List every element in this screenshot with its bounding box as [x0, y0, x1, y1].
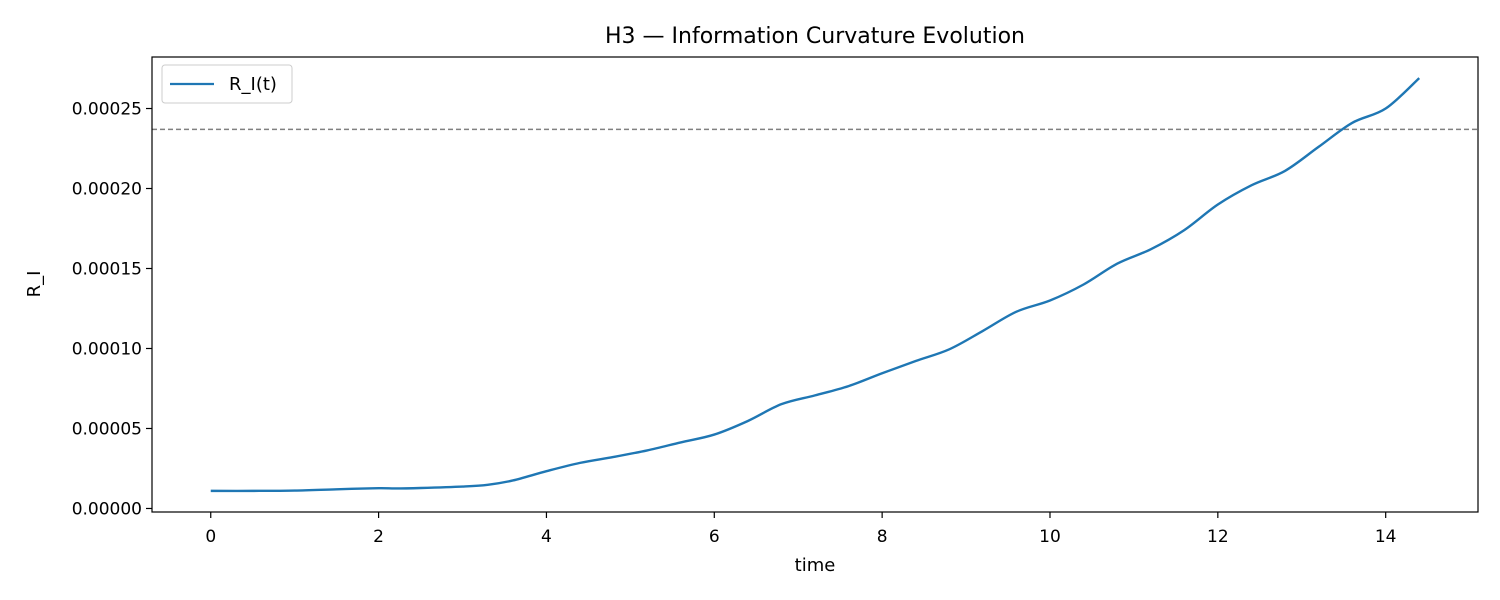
- y-tick-label: 0.00025: [72, 100, 142, 120]
- y-tick-label: 0.00005: [72, 419, 142, 439]
- axes-frame: [151, 56, 1479, 513]
- plot-area: [152, 77, 1478, 493]
- legend-box: [161, 64, 293, 104]
- y-tick-label: 0.00015: [72, 260, 142, 280]
- y-tick-label: 0.00020: [72, 180, 142, 200]
- x-tick-label: 14: [1375, 527, 1397, 547]
- y-tick-label: 0.00000: [72, 499, 142, 519]
- chart-title: H3 — Information Curvature Evolution: [605, 24, 1025, 49]
- x-tick-label: 4: [541, 527, 552, 547]
- x-tick-label: 0: [205, 527, 216, 547]
- x-tick-label: 8: [877, 527, 888, 547]
- x-axis: 0 2 4 6 8 10 12 14: [205, 512, 1397, 547]
- y-axis-title: R_I: [24, 271, 45, 298]
- series-line-0: [210, 77, 1421, 493]
- x-tick-label: 6: [709, 527, 720, 547]
- x-axis-title: time: [795, 555, 836, 576]
- x-tick-label: 2: [373, 527, 384, 547]
- y-tick-label: 0.00010: [72, 339, 142, 359]
- x-tick-label: 12: [1207, 527, 1229, 547]
- legend-label: R_I(t): [229, 74, 277, 95]
- y-axis: 0.00000 0.00005 0.00010 0.00015 0.00020 0.000…: [72, 100, 152, 519]
- legend: R_I(t): [161, 64, 293, 104]
- x-tick-label: 10: [1039, 527, 1061, 547]
